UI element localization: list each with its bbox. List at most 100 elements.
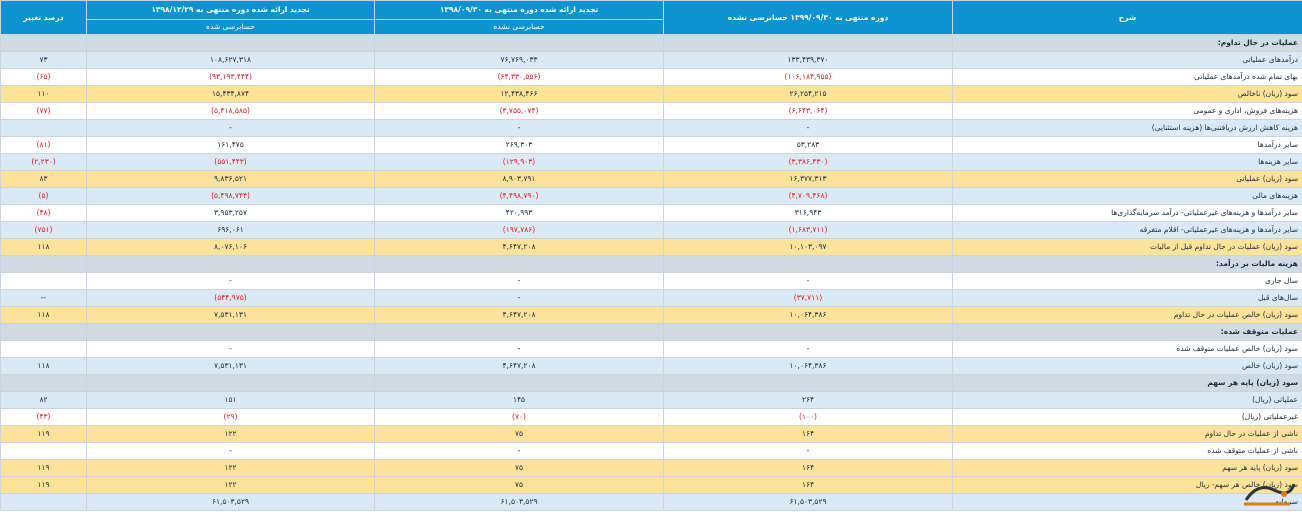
table-row: هزینه کاهش ارزش دریافتنی‌ها (هزینه استثن… — [0, 119, 1302, 137]
current-period-value: ۱۶۴ — [663, 459, 953, 477]
restated-12m-value: ۷,۵۳۱,۱۳۱ — [86, 357, 375, 375]
restated-9m-value: - — [374, 272, 664, 290]
table-row: هزینه‌های مالی (۴,۷۰۹,۴۶۸) (۴,۴۹۸,۷۹۰) (۵,۴… — [0, 187, 1302, 205]
restated-12m-value — [86, 255, 375, 273]
row-label: سود (زیان) پایه هر سهم — [952, 374, 1302, 392]
change-percent-value: ۱۱۹ — [0, 425, 87, 443]
restated-9m-value: ۴,۶۴۷,۲۰۸ — [374, 238, 664, 256]
restated-9m-value: ۶۱,۵۰۳,۵۲۹ — [374, 493, 664, 511]
current-period-value: ۱۶۴ — [663, 425, 953, 443]
table-row: درآمدهای عملیاتی ۱۳۳,۴۳۹,۳۷۰ ۷۶,۷۶۹,۰۳۳ ۱۰۸… — [0, 51, 1302, 69]
row-label: ناشی از عملیات متوقف شده — [952, 442, 1302, 460]
current-period-value: - — [663, 340, 953, 358]
restated-9m-value: (۷۰) — [374, 408, 664, 426]
current-period-value: ۲۶۴ — [663, 391, 953, 409]
row-label: هزینه‌های فروش، اداری و عمومی — [952, 102, 1302, 120]
change-percent-value: ۱۱۸ — [0, 238, 87, 256]
current-period-value: - — [663, 272, 953, 290]
change-percent-value: (۷۷) — [0, 102, 87, 120]
table-row: سود (زیان) خالص ۱۰,۰۶۴,۳۸۶ ۴,۶۴۷,۲۰۸ ۷,۵۳۱,… — [0, 357, 1302, 375]
restated-12m-value: ۶۱,۵۰۳,۵۲۹ — [86, 493, 375, 511]
header-desc: شرح — [952, 0, 1302, 35]
current-period-value: (۱۰۰) — [663, 408, 953, 426]
section-header-row: سود (زیان) پایه هر سهم — [0, 374, 1302, 392]
restated-12m-value: ۸,۰۷۶,۱۰۶ — [86, 238, 375, 256]
row-label: عملیات در حال تداوم: — [952, 34, 1302, 52]
change-percent-value — [0, 119, 87, 137]
table-row: سرمایه ۶۱,۵۰۳,۵۲۹ ۶۱,۵۰۳,۵۲۹ ۶۱,۵۰۳,۵۲۹ — [0, 493, 1302, 511]
restated-9m-value: (۳,۷۵۵,۰۷۴) — [374, 102, 664, 120]
current-period-value: (۱,۶۸۳,۷۱۱) — [663, 221, 953, 239]
change-percent-value — [0, 340, 87, 358]
restated-12m-value: (۲۹) — [86, 408, 375, 426]
table-row: سود (زیان) پایه هر سهم ۱۶۴ ۷۵ ۱۲۲ ۱۱۹ — [0, 459, 1302, 477]
restated-12m-value — [86, 374, 375, 392]
restated-9m-value: - — [374, 289, 664, 307]
change-percent-value — [0, 255, 87, 273]
restated-12m-value: - — [86, 442, 375, 460]
row-label: سایر درآمدها — [952, 136, 1302, 154]
restated-12m-value: ۶۹۶,۰۶۱ — [86, 221, 375, 239]
table-row: سود (زیان) خالص هر سهم- ریال ۱۶۴ ۷۵ ۱۲۲ ۱۱۹ — [0, 476, 1302, 494]
restated-9m-value: ۱۲,۴۳۸,۴۶۶ — [374, 85, 664, 103]
row-label: عملیات متوقف شده: — [952, 323, 1302, 341]
table-row: سود (زیان) خالص عملیات در حال تداوم ۱۰,۰۶… — [0, 306, 1302, 324]
row-label: سود (زیان) عملیاتی — [952, 170, 1302, 188]
row-label: سال‌های قبل — [952, 289, 1302, 307]
restated-9m-value — [374, 323, 664, 341]
restated-9m-value: (۱۲۹,۹۰۳) — [374, 153, 664, 171]
change-percent-value: ۷۳ — [0, 51, 87, 69]
restated-12m-value: ۳,۹۵۳,۲۵۷ — [86, 204, 375, 222]
row-label: هزینه کاهش ارزش دریافتنی‌ها (هزینه استثن… — [952, 119, 1302, 137]
restated-9m-value: ۸,۹۰۳,۷۹۱ — [374, 170, 664, 188]
current-period-value — [663, 323, 953, 341]
change-percent-value: (۸۱) — [0, 136, 87, 154]
change-percent-value — [0, 34, 87, 52]
restated-9m-value — [374, 374, 664, 392]
current-period-value: ۵۳,۲۸۳ — [663, 136, 953, 154]
restated-12m-value: ۱۰۸,۶۲۷,۳۱۸ — [86, 51, 375, 69]
current-period-value: ۱۳۳,۴۳۹,۳۷۰ — [663, 51, 953, 69]
restated-12m-value: - — [86, 272, 375, 290]
row-label: سود (زیان) خالص عملیات در حال تداوم — [952, 306, 1302, 324]
table-row: ناشی از عملیات متوقف شده - - - — [0, 442, 1302, 460]
row-label: درآمدهای عملیاتی — [952, 51, 1302, 69]
row-label: سود (زیان) خالص عملیات متوقف شده — [952, 340, 1302, 358]
change-percent-value: ۱۱۹ — [0, 459, 87, 477]
restated-9m-value: ۷۶,۷۶۹,۰۳۳ — [374, 51, 664, 69]
row-label: بهای تمام شده درآمدهای عملیاتی — [952, 68, 1302, 86]
restated-12m-value: - — [86, 340, 375, 358]
current-period-value: ۱۶۴ — [663, 476, 953, 494]
change-percent-value — [0, 323, 87, 341]
restated-12m-value: ۱۲۲ — [86, 459, 375, 477]
restated-9m-value: ۴,۶۴۷,۲۰۸ — [374, 306, 664, 324]
change-percent-value: (۵) — [0, 187, 87, 205]
current-period-value: - — [663, 442, 953, 460]
restated-9m-value: - — [374, 340, 664, 358]
change-percent-value: ۱۱۸ — [0, 306, 87, 324]
change-percent-value: ۸۲ — [0, 391, 87, 409]
change-percent-value — [0, 442, 87, 460]
current-period-value: (۴,۷۰۹,۴۶۸) — [663, 187, 953, 205]
row-label: هزینه مالیات بر درآمد: — [952, 255, 1302, 273]
table-row: سود (زیان) عملیات در حال تداوم قبل از ما… — [0, 238, 1302, 256]
row-label: غیرعملیاتی (ریال) — [952, 408, 1302, 426]
row-label: هزینه‌های مالی — [952, 187, 1302, 205]
row-label: سال جاری — [952, 272, 1302, 290]
row-label: سود (زیان) خالص — [952, 357, 1302, 375]
change-percent-value: -- — [0, 289, 87, 307]
change-percent-value: ۱۱۹ — [0, 476, 87, 494]
table-row: سال‌های قبل (۳۷,۷۱۱) - (۵۴۴,۹۷۵) -- — [0, 289, 1302, 307]
current-period-value: ۶۱,۵۰۳,۵۲۹ — [663, 493, 953, 511]
restated-12m-value: ۱۲۲ — [86, 476, 375, 494]
row-label: سود (زیان) عملیات در حال تداوم قبل از ما… — [952, 238, 1302, 256]
change-percent-value: ۱۱۸ — [0, 357, 87, 375]
restated-12m-value: ۱۵۱ — [86, 391, 375, 409]
restated-9m-value: (۱۹۷,۷۸۶) — [374, 221, 664, 239]
row-label: ناشی از عملیات در حال تداوم — [952, 425, 1302, 443]
restated-12m-value: ۱۲۲ — [86, 425, 375, 443]
restated-12m-value: (۵۴۴,۹۷۵) — [86, 289, 375, 307]
header-restated-12m: تجدید ارائه شده دوره منتهی به ۱۳۹۸/۱۲/۲۹ — [86, 0, 375, 20]
